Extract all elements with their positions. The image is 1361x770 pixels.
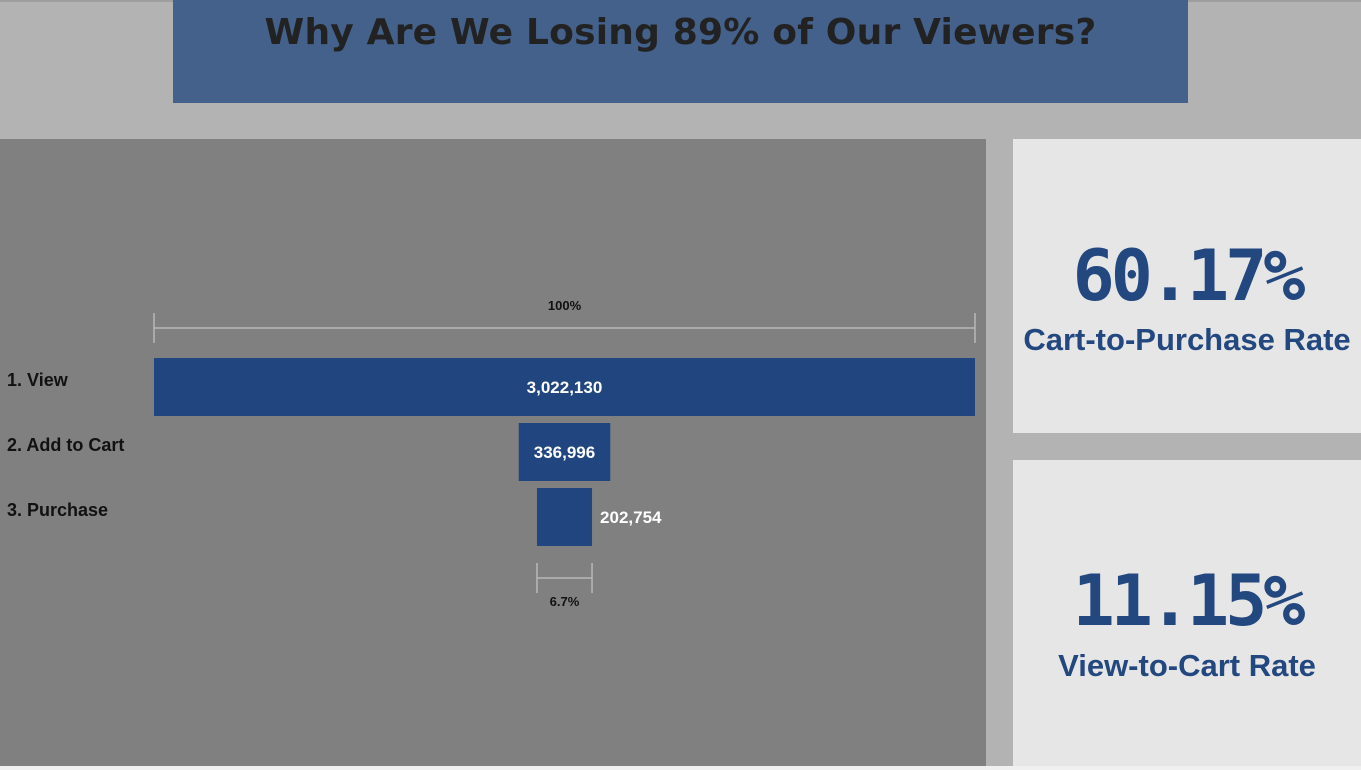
title-banner: Why Are We Losing 89% of Our Viewers? bbox=[173, 0, 1188, 103]
value-label-1: 3,022,130 bbox=[527, 378, 603, 397]
stage-label-3: 3. Purchase bbox=[7, 500, 108, 520]
view-to-cart-label: View-to-Cart Rate bbox=[1058, 648, 1316, 683]
funnel-bar-3 bbox=[536, 488, 593, 546]
funnel-bar-1 bbox=[154, 358, 975, 416]
cart-to-purchase-card: 60.17% Cart-to-Purchase Rate bbox=[1013, 139, 1361, 433]
view-to-cart-value: 11.15% bbox=[1072, 560, 1306, 642]
cart-to-purchase-value: 60.17% bbox=[1072, 235, 1306, 317]
top-percent-annotation: 100% bbox=[548, 298, 582, 313]
bottom-percent-annotation: 6.7% bbox=[550, 594, 580, 609]
bottom-strip bbox=[0, 766, 1361, 770]
value-label-2: 336,996 bbox=[534, 443, 595, 462]
cart-to-purchase-label: Cart-to-Purchase Rate bbox=[1023, 322, 1351, 357]
funnel-chart-panel: 100% 1. View 3,022,130 2. Add to Cart 336,99… bbox=[0, 139, 986, 766]
dashboard-title: Why Are We Losing 89% of Our Viewers? bbox=[264, 12, 1097, 53]
stage-label-2: 2. Add to Cart bbox=[7, 435, 124, 455]
funnel-bar-2 bbox=[518, 423, 611, 481]
stage-label-1: 1. View bbox=[7, 370, 69, 390]
funnel-chart: 100% 1. View 3,022,130 2. Add to Cart 336,99… bbox=[7, 298, 976, 609]
value-label-3: 202,754 bbox=[600, 508, 662, 527]
view-to-cart-card: 11.15% View-to-Cart Rate bbox=[1013, 460, 1361, 766]
